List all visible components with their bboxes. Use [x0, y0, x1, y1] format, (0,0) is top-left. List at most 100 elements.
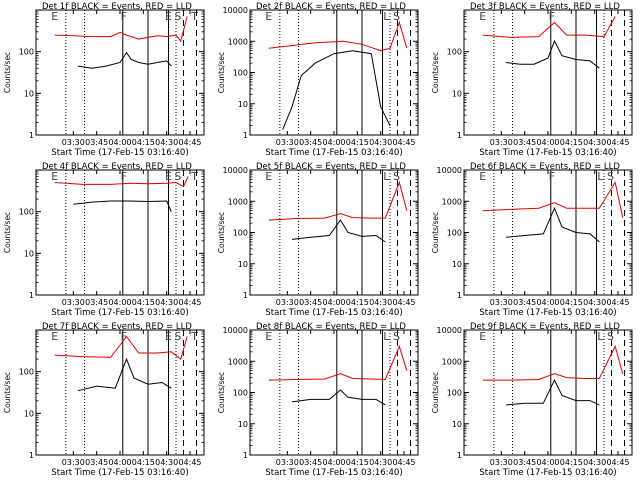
lld-series-line [54, 176, 189, 188]
y-tick-label: 10000 [223, 166, 248, 175]
x-tick-label: 03:45 [299, 458, 322, 467]
x-tick-label: 03:45 [299, 138, 322, 147]
x-tick-label: 03:45 [513, 458, 536, 467]
lld-series-line [268, 180, 408, 221]
y-tick-label: 1000 [228, 197, 248, 206]
x-axis-title: Start Time (17-Feb-15 03:16:40) [51, 308, 188, 318]
event-marker-label: S [174, 330, 181, 343]
x-tick-label: 04:30 [155, 458, 178, 467]
x-axis-title: Start Time (17-Feb-15 03:16:40) [265, 308, 402, 318]
x-tick-label: 04:30 [583, 458, 606, 467]
y-tick-label: 1000 [228, 37, 248, 46]
event-marker-label: T [190, 330, 198, 343]
y-axis-label: Counts/sec [217, 372, 226, 413]
y-tick-label: 10 [238, 100, 248, 109]
x-tick-label: 04:45 [606, 458, 629, 467]
x-tick-label: 03:30 [276, 138, 299, 147]
panel-det-9: Det 9f BLACK = Events, RED = LLD Counts/s… [431, 322, 633, 478]
events-series-line [73, 200, 172, 212]
x-tick-label: 03:45 [85, 298, 108, 307]
x-tick-label: 04:15 [346, 138, 369, 147]
y-tick-label: 10 [24, 89, 34, 98]
panel-det-3: Det 3f BLACK = Events, RED = LLD Counts/s… [431, 2, 633, 158]
y-tick-label: 1 [29, 291, 34, 300]
y-tick-label: 1000 [228, 357, 248, 366]
event-marker-label: F [121, 170, 127, 183]
x-tick-label: 03:30 [62, 138, 85, 147]
event-marker-label: S [607, 170, 614, 183]
x-tick-label: 04:15 [132, 458, 155, 467]
y-tick-label: 100 [447, 389, 462, 398]
panel-title: Det 5f BLACK = Events, RED = LLD [256, 162, 406, 172]
event-marker-label: E [265, 10, 272, 23]
panel-det-6: Det 6f BLACK = Events, RED = LLD Counts/s… [431, 162, 633, 318]
x-axis-title: Start Time (17-Feb-15 03:16:40) [479, 308, 616, 318]
x-tick-label: 03:45 [513, 298, 536, 307]
event-marker-label: S [174, 10, 181, 23]
x-axis-title: Start Time (17-Feb-15 03:16:40) [51, 148, 188, 158]
y-tick-label: 10 [238, 420, 248, 429]
event-marker-label: F [549, 10, 555, 23]
y-tick-label: 10 [238, 260, 248, 269]
plot-frame [249, 169, 419, 296]
lld-series-line [482, 344, 624, 381]
event-marker-label: L [597, 330, 604, 343]
event-marker-label: T [190, 10, 198, 23]
y-tick-label: 100 [233, 229, 248, 238]
y-tick-label: 100 [19, 208, 34, 217]
y-axis-label: Counts/sec [3, 212, 12, 253]
x-tick-label: 03:45 [299, 298, 322, 307]
y-axis-label: Counts/sec [431, 372, 440, 413]
y-tick-label: 1 [29, 131, 34, 140]
x-tick-label: 04:00 [108, 138, 131, 147]
x-tick-label: 04:30 [583, 298, 606, 307]
event-marker-label: L [597, 170, 604, 183]
events-series-line [291, 219, 386, 243]
x-tick-label: 04:15 [560, 138, 583, 147]
y-tick-label: 10 [452, 89, 462, 98]
x-tick-label: 04:00 [536, 298, 559, 307]
x-tick-label: 04:15 [346, 298, 369, 307]
y-tick-label: 100 [233, 389, 248, 398]
y-tick-label: 1 [29, 451, 34, 460]
x-tick-label: 04:15 [560, 458, 583, 467]
x-tick-label: 03:45 [513, 138, 536, 147]
event-marker-label: E [165, 330, 172, 343]
x-tick-label: 04:00 [108, 458, 131, 467]
x-tick-label: 04:00 [322, 138, 345, 147]
event-marker-label: E [165, 10, 172, 23]
event-marker-label: E [265, 170, 272, 183]
y-axis-label: Counts/sec [217, 52, 226, 93]
panel-det-2: Det 2f BLACK = Events, RED = LLD Counts/s… [217, 2, 419, 158]
y-tick-label: 10000 [223, 326, 248, 335]
panel-det-7: Det 7f BLACK = Events, RED = LLD Counts/s… [3, 322, 205, 478]
x-tick-label: 04:45 [178, 458, 201, 467]
panel-title: Det 3f BLACK = Events, RED = LLD [470, 2, 620, 12]
event-marker-label: E [51, 170, 58, 183]
y-tick-label: 100 [447, 229, 462, 238]
y-tick-label: 1000 [442, 197, 462, 206]
x-tick-label: 03:30 [276, 458, 299, 467]
x-tick-label: 04:30 [369, 298, 392, 307]
panel-det-1: Det 1f BLACK = Events, RED = LLD Counts/s… [3, 2, 205, 158]
event-marker-label: F [121, 330, 127, 343]
plot-frame [35, 9, 205, 136]
x-tick-label: 03:30 [490, 458, 513, 467]
event-marker-label: E [479, 170, 486, 183]
events-series-line [505, 206, 600, 243]
x-tick-label: 03:30 [62, 458, 85, 467]
x-tick-label: 04:00 [536, 138, 559, 147]
panel-title: Det 1f BLACK = Events, RED = LLD [42, 2, 192, 12]
y-tick-label: 10 [452, 260, 462, 269]
event-marker-label: E [479, 330, 486, 343]
y-tick-label: 1000 [442, 357, 462, 366]
events-series-line [505, 39, 600, 69]
lld-series-line [54, 16, 188, 43]
events-series-line [282, 50, 391, 130]
event-marker-label: E [165, 170, 172, 183]
y-axis-label: Counts/sec [431, 212, 440, 253]
panel-title: Det 9f BLACK = Events, RED = LLD [470, 322, 620, 332]
y-tick-label: 1 [457, 291, 462, 300]
y-tick-label: 100 [233, 69, 248, 78]
